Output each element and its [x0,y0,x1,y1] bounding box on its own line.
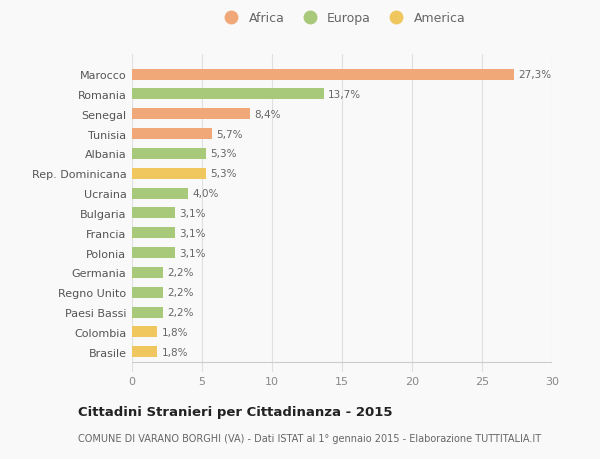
Text: COMUNE DI VARANO BORGHI (VA) - Dati ISTAT al 1° gennaio 2015 - Elaborazione TUTT: COMUNE DI VARANO BORGHI (VA) - Dati ISTA… [78,433,541,442]
Legend: Africa, Europa, America: Africa, Europa, America [214,7,470,30]
Text: 5,3%: 5,3% [211,169,237,179]
Text: 3,1%: 3,1% [179,228,206,238]
Text: 1,8%: 1,8% [161,327,188,337]
Bar [132,267,163,278]
Bar [132,69,514,80]
Text: 5,7%: 5,7% [216,129,242,139]
Bar [132,307,163,318]
Text: 27,3%: 27,3% [518,70,551,80]
Bar [132,89,324,100]
Bar [132,109,250,120]
Bar [132,149,206,160]
Bar [132,168,206,179]
Text: 5,3%: 5,3% [211,149,237,159]
Text: 4,0%: 4,0% [192,189,218,199]
Text: 2,2%: 2,2% [167,268,193,278]
Text: 3,1%: 3,1% [179,208,206,218]
Bar [132,327,157,338]
Bar [132,347,157,358]
Text: 1,8%: 1,8% [161,347,188,357]
Bar [132,208,175,219]
Text: 13,7%: 13,7% [328,90,361,100]
Bar [132,228,175,239]
Bar [132,129,212,140]
Text: 2,2%: 2,2% [167,288,193,297]
Bar [132,188,188,199]
Text: 2,2%: 2,2% [167,308,193,317]
Text: 8,4%: 8,4% [254,110,280,119]
Text: Cittadini Stranieri per Cittadinanza - 2015: Cittadini Stranieri per Cittadinanza - 2… [78,405,392,419]
Text: 3,1%: 3,1% [179,248,206,258]
Bar [132,247,175,258]
Bar [132,287,163,298]
